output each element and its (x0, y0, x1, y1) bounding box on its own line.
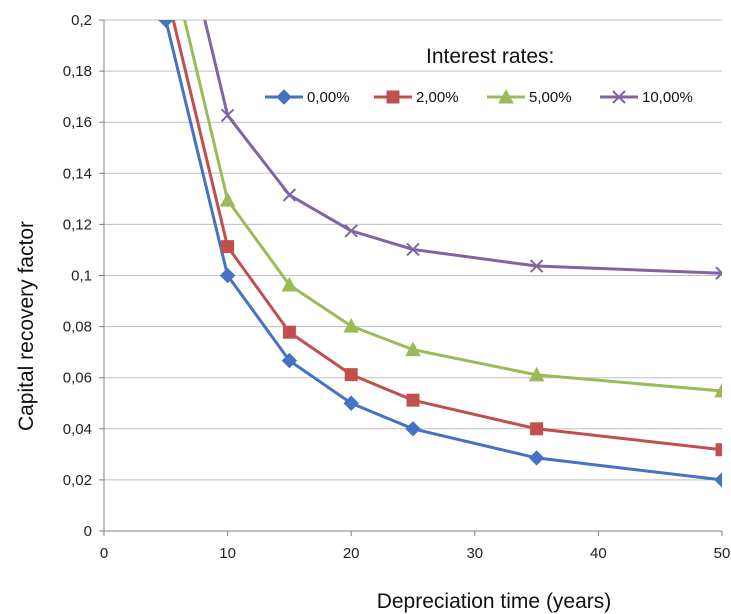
y-tick-labels: 0 0,02 0,04 0,06 0,08 0,1 0,12 0,14 0,16 0,18 0,2 (63, 12, 92, 540)
data-point-3 (529, 259, 544, 273)
x-tick-label: 20 (343, 545, 360, 562)
y-tick-label: 0,18 (63, 63, 92, 80)
data-point-3 (406, 242, 420, 257)
data-point-0 (528, 450, 545, 466)
data-point-1 (221, 240, 235, 254)
data-point-2 (405, 341, 421, 357)
gridlines (104, 19, 722, 481)
legend-label-3: 10,00% (642, 89, 693, 106)
data-point-2 (219, 192, 236, 207)
x-tick-labels: 0 10 20 30 40 50 (100, 545, 731, 562)
data-point-2 (714, 382, 722, 398)
data-point-1 (530, 422, 544, 436)
y-tick-label: 0,04 (63, 421, 92, 438)
y-tick-label: 0,12 (63, 216, 92, 233)
y-tick-label: 0,1 (71, 268, 92, 285)
data-point-0 (405, 421, 421, 437)
data-point-3 (715, 266, 722, 280)
y-tick-label: 0,14 (63, 165, 92, 182)
legend-title: Interest rates: (426, 45, 554, 68)
legend-label-2: 5,00% (529, 89, 572, 106)
data-point-1 (406, 393, 420, 407)
x-tick-label: 50 (714, 545, 731, 562)
data-point-3 (220, 108, 235, 123)
x-axis-title: Depreciation time (years) (377, 590, 612, 613)
x-tick-label: 0 (100, 545, 108, 562)
x-tick-label: 10 (219, 545, 236, 562)
y-tick-label: 0,16 (63, 114, 92, 131)
legend-marker-3 (612, 90, 626, 104)
data-point-3 (344, 224, 358, 238)
legend-marker-1 (386, 90, 400, 104)
data-point-1 (344, 368, 358, 382)
data-point-0 (158, 20, 174, 28)
data-point-0 (714, 472, 722, 488)
axes (99, 19, 723, 536)
y-tick-label: 0 (84, 523, 92, 540)
y-axis-title: Capital recovery factor (15, 221, 38, 431)
legend: Interest rates: 0,00% 2,00% 5,00% 10,00% (265, 45, 708, 112)
y-tick-label: 0,02 (63, 472, 92, 489)
data-point-0 (343, 395, 359, 411)
data-point-3 (282, 188, 297, 202)
x-tick-label: 40 (590, 545, 607, 562)
y-tick-label: 0,2 (71, 12, 92, 29)
legend-label-1: 2,00% (416, 89, 459, 106)
data-point-2 (528, 366, 545, 382)
legend-label-0: 0,00% (307, 89, 350, 106)
x-tick-label: 30 (466, 545, 483, 562)
data-point-1 (282, 325, 296, 339)
data-point-2 (281, 276, 298, 292)
series-lines (164, 20, 722, 482)
legend-marker-2 (498, 88, 514, 104)
series-markers (158, 20, 722, 488)
data-point-0 (219, 267, 236, 284)
y-tick-label: 0,08 (63, 319, 92, 336)
data-point-2 (343, 318, 360, 333)
data-point-1 (715, 443, 722, 457)
data-point-0 (281, 352, 298, 369)
y-tick-label: 0,06 (63, 370, 92, 387)
legend-marker-0 (276, 89, 292, 105)
